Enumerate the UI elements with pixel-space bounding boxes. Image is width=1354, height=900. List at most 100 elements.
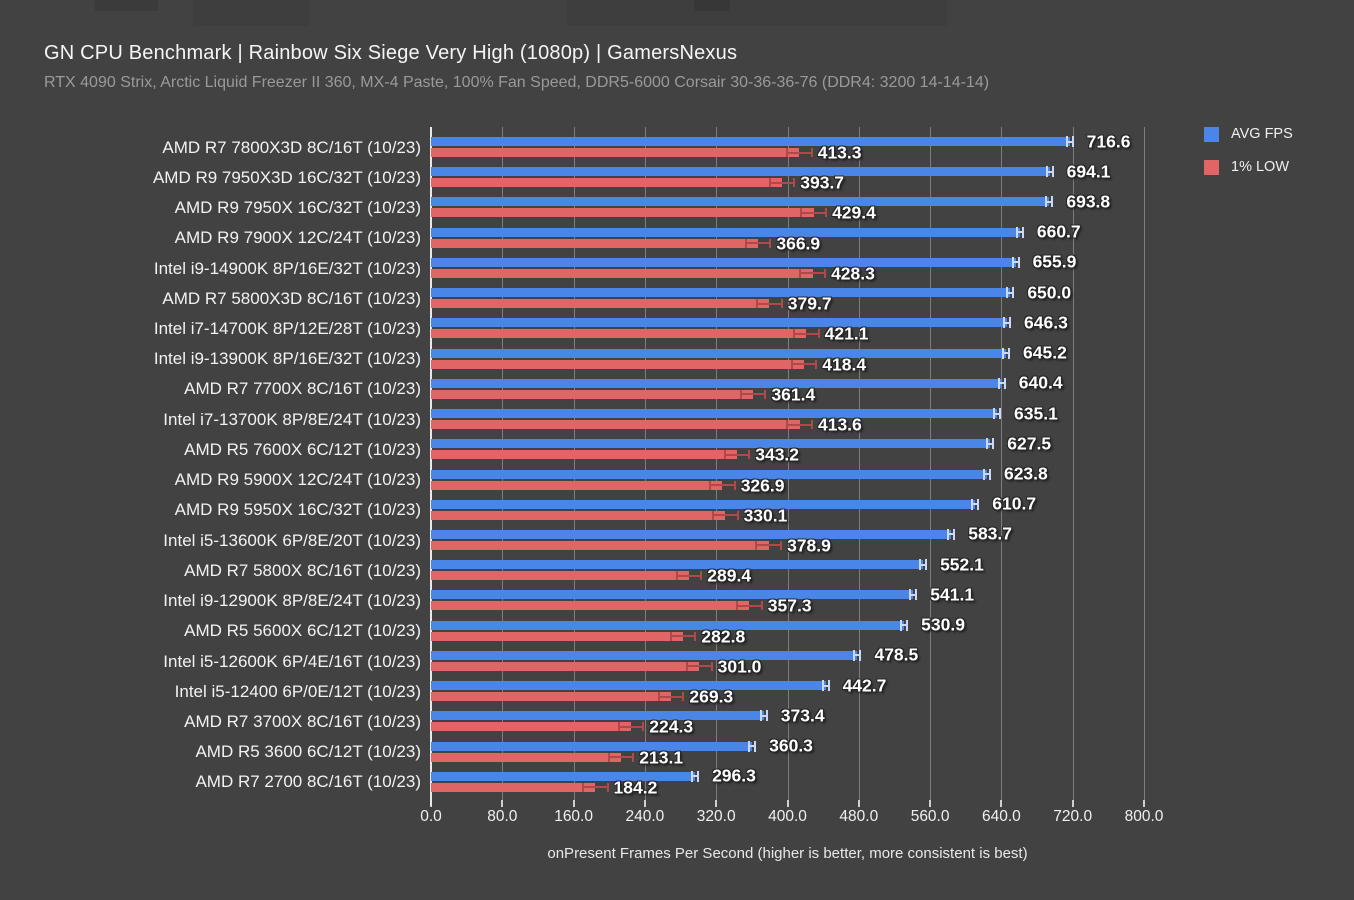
error-bar-line [821, 684, 830, 687]
x-axis-label: onPresent Frames Per Second (higher is b… [547, 845, 1028, 862]
low-fps-value: 269.3 [689, 686, 734, 707]
axis-tick-label: 320.0 [696, 808, 736, 825]
error-bar [971, 498, 980, 510]
error-bar-cap [1065, 136, 1068, 147]
error-bar-line [853, 654, 862, 657]
chart-row: AMD R7 5800X 8C/16T (10/23) 552.1 289.4 [184, 554, 1144, 586]
error-bar-cap [1051, 196, 1054, 208]
chart-row: AMD R5 3600 6C/12T (10/23) 360.3 213.1 [195, 736, 1144, 768]
error-bar-cap [999, 408, 1002, 420]
avg-fps-value: 478.5 [874, 644, 919, 665]
legend-item-1pct-low: 1% LOW [1204, 159, 1293, 175]
avg-fps-value: 610.7 [992, 493, 1037, 514]
avg-fps-value: 716.6 [1086, 131, 1131, 151]
error-bar-cap [1008, 347, 1011, 359]
cpu-label: AMD R7 7800X3D 8C/16T (10/23) [162, 137, 421, 157]
error-bar-cap [700, 571, 703, 581]
chart-row: AMD R7 7800X3D 8C/16T (10/23) 716.6 413.3 [162, 131, 1144, 163]
chart-row: Intel i7-13700K 8P/8E/24T (10/23) 635.1 41… [163, 403, 1144, 435]
error-bar-cap [810, 420, 813, 430]
error-bar-cap [581, 782, 584, 792]
one-percent-low-bar [431, 450, 737, 460]
error-bar-cap [1012, 287, 1015, 299]
error-bar-line [617, 725, 645, 728]
error-bar-cap [675, 571, 678, 581]
avg-fps-bar [431, 167, 1050, 177]
error-bar [986, 438, 995, 450]
error-bar-cap [669, 631, 672, 641]
error-bar [581, 782, 609, 792]
error-bar-cap [977, 498, 980, 510]
error-bar-line [1045, 170, 1054, 173]
gridline [1144, 127, 1145, 800]
avg-fps-value: 623.8 [1003, 463, 1048, 484]
avg-fps-value: 655.9 [1032, 251, 1077, 272]
error-bar [900, 619, 909, 631]
error-bar-line [685, 665, 713, 668]
error-bar-cap [1003, 377, 1006, 389]
axis-tick [857, 800, 860, 807]
error-bar-cap [760, 601, 763, 611]
error-bar-cap [986, 438, 989, 450]
low-fps-value: 413.6 [817, 414, 862, 435]
error-bar-line [657, 695, 685, 698]
error-bar-cap [748, 450, 751, 460]
legend: AVG FPS 1% LOW [1204, 126, 1293, 192]
error-bar [800, 208, 828, 218]
error-bar-line [755, 544, 783, 547]
error-bar [947, 528, 956, 540]
cpu-label: AMD R7 5800X3D 8C/16T (10/23) [162, 288, 421, 308]
error-bar-cap [748, 740, 751, 752]
gridline [1001, 127, 1003, 800]
avg-fps-bar [431, 288, 1011, 298]
chart-row: Intel i7-14700K 8P/12E/28T (10/23) 646.3 4… [154, 312, 1144, 344]
error-bar-line [1015, 231, 1024, 234]
chart-row: AMD R5 7600X 6C/12T (10/23) 627.5 343.2 [184, 433, 1144, 465]
avg-fps-value: 373.4 [780, 705, 825, 726]
axis-tick-label: 560.0 [910, 808, 950, 825]
error-bar-cap [853, 649, 856, 661]
axis-tick [786, 800, 789, 807]
error-bar-cap [632, 752, 635, 762]
chart-row: AMD R9 5950X 16C/32T (10/23) 610.7 330.1 [175, 493, 1144, 526]
error-bar-cap [800, 208, 803, 218]
error-bar-cap [785, 148, 788, 157]
error-bar [748, 740, 757, 752]
error-bar-cap [1009, 317, 1012, 329]
chart-row: AMD R7 2700 8C/16T (10/23) 296.3 184.2 [195, 766, 1144, 798]
one-percent-low-bar [431, 148, 800, 157]
avg-fps-bar [431, 439, 991, 449]
error-bar-cap [697, 770, 700, 782]
low-fps-value: 413.3 [817, 142, 862, 163]
error-bar-line [744, 242, 772, 245]
low-fps-value: 184.2 [613, 777, 658, 798]
cpu-label: Intel i9-13900K 8P/16E/32T (10/23) [153, 349, 421, 369]
low-fps-value: 418.4 [822, 354, 867, 375]
error-bar [1002, 347, 1011, 359]
error-bar-cap [755, 540, 758, 550]
avg-fps-bar [431, 227, 1020, 237]
error-bar-cap [824, 268, 827, 278]
error-bar-cap [682, 692, 685, 702]
error-bar-line [739, 393, 767, 396]
error-bar-cap [607, 752, 610, 762]
low-fps-value: 326.9 [740, 475, 785, 496]
avg-fps-swatch [1204, 126, 1219, 142]
error-bar [739, 389, 767, 399]
avg-fps-value: 660.7 [1036, 221, 1081, 242]
cpu-label: Intel i7-14700K 8P/12E/28T (10/23) [153, 318, 421, 338]
avg-fps-bar [431, 137, 1070, 146]
error-bar-line [786, 423, 813, 426]
chart-row: AMD R9 7950X3D 16C/32T (10/23) 694.1 393.7 [153, 161, 1144, 193]
error-bar [744, 238, 772, 248]
error-bar-cap [815, 359, 818, 369]
error-bar-cap [786, 420, 789, 430]
low-fps-value: 289.4 [707, 565, 752, 586]
one-percent-low-bar [431, 510, 726, 520]
gridline [858, 127, 860, 800]
axis-tick [715, 800, 718, 807]
error-bar-cap [765, 710, 768, 722]
error-bar-cap [657, 692, 660, 702]
error-bar-cap [825, 208, 828, 218]
gridline [716, 127, 718, 800]
